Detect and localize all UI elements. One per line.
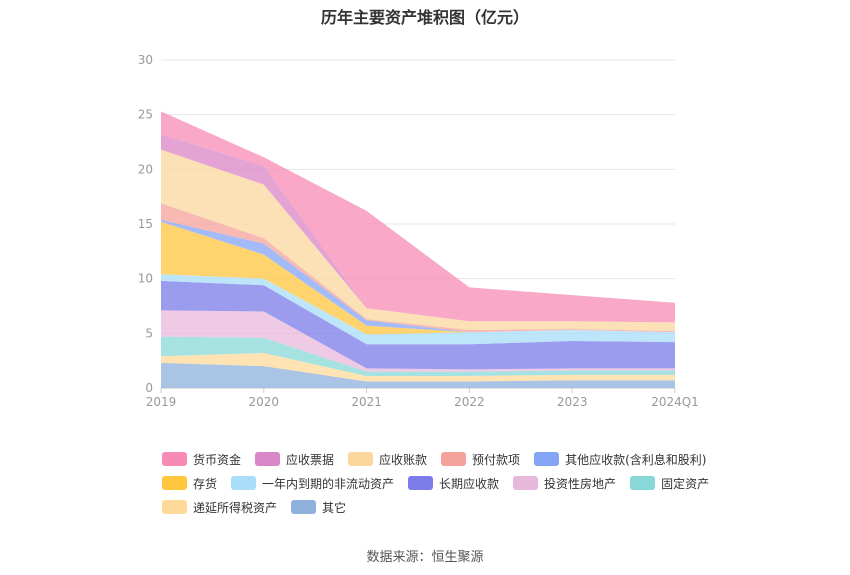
legend-swatch	[348, 452, 374, 466]
legend-row: 货币资金 应收票据 应收账款 预付款项 其他应收款(含利息和股利)	[162, 447, 722, 471]
legend-item[interactable]: 应收账款	[348, 451, 427, 468]
legend-label: 其他应收款(含利息和股利)	[565, 452, 707, 467]
y-tick-label: 30	[138, 53, 153, 67]
legend-label: 递延所得税资产	[193, 500, 278, 515]
legend-label: 预付款项	[472, 452, 521, 467]
legend-item[interactable]: 应收票据	[255, 451, 334, 468]
legend-swatch	[534, 452, 560, 466]
area-series[interactable]	[161, 310, 675, 372]
stacked-area-chart: 0 5 10 15 20 25 30 2019 2020 2021 2022 2023 2024Q1	[138, 53, 699, 409]
y-tick-label: 10	[138, 272, 153, 286]
legend-swatch	[162, 452, 187, 466]
legend-item[interactable]: 长期应收款	[408, 475, 499, 492]
area-series[interactable]	[161, 336, 675, 376]
legend-row: 递延所得税资产 其它	[162, 495, 722, 519]
x-tick-label: 2021	[351, 395, 382, 409]
area-series[interactable]	[161, 134, 675, 323]
legend-swatch	[231, 476, 257, 490]
legend-swatch	[162, 500, 187, 514]
chart-title: 历年主要资产堆积图（亿元）	[320, 8, 529, 27]
legend-item[interactable]: 其他应收款(含利息和股利)	[534, 451, 706, 468]
legend-swatch	[630, 476, 656, 490]
y-tick-label: 0	[145, 381, 153, 395]
x-tick-label: 2023	[557, 395, 588, 409]
legend-label: 长期应收款	[439, 476, 500, 491]
source-text: 数据来源：恒生聚源	[366, 550, 484, 565]
y-tick-label: 25	[138, 108, 153, 122]
legend-swatch	[408, 476, 434, 490]
legend-label: 应收票据	[286, 452, 335, 467]
legend-item[interactable]: 其它	[291, 499, 346, 516]
legend-label: 一年内到期的非流动资产	[262, 476, 395, 491]
legend-item[interactable]: 固定资产	[630, 475, 709, 492]
legend-swatch	[513, 476, 539, 490]
legend-swatch	[291, 500, 317, 514]
area-series[interactable]	[161, 221, 675, 335]
x-tick-label: 2020	[249, 395, 280, 409]
legend-swatch	[162, 476, 187, 490]
legend-swatch	[255, 452, 281, 466]
legend-item[interactable]: 存货	[162, 475, 217, 492]
legend-swatch	[441, 452, 467, 466]
legend-label: 固定资产	[661, 476, 710, 491]
legend-label: 存货	[193, 476, 218, 491]
x-tick-label: 2019	[146, 395, 177, 409]
area-series[interactable]	[161, 353, 675, 382]
x-tick-label: 2022	[454, 395, 485, 409]
x-tick-label: 2024Q1	[651, 395, 699, 409]
legend: 货币资金 应收票据 应收账款 预付款项 其他应收款(含利息和股利) 存货 一年内到期的非流动…	[162, 447, 722, 519]
area-series[interactable]	[161, 111, 675, 323]
area-series[interactable]	[161, 362, 675, 388]
legend-label: 货币资金	[193, 452, 242, 467]
legend-item[interactable]: 递延所得税资产	[162, 499, 277, 516]
legend-label: 投资性房地产	[544, 476, 617, 491]
legend-item[interactable]: 预付款项	[441, 451, 520, 468]
legend-item[interactable]: 货币资金	[162, 451, 241, 468]
legend-label: 应收账款	[379, 452, 428, 467]
area-series[interactable]	[161, 274, 675, 345]
area-layer	[161, 111, 675, 388]
legend-row: 存货 一年内到期的非流动资产 长期应收款 投资性房地产 固定资产	[162, 471, 722, 495]
y-tick-label: 20	[138, 162, 153, 176]
axis-layer: 0 5 10 15 20 25 30 2019 2020 2021 2022 2023 2024Q1	[138, 53, 699, 409]
area-series[interactable]	[161, 280, 675, 370]
y-tick-label: 15	[138, 217, 153, 231]
y-tick-label: 5	[145, 326, 153, 340]
legend-label: 其它	[322, 500, 347, 515]
legend-item[interactable]: 一年内到期的非流动资产	[231, 475, 394, 492]
legend-item[interactable]: 投资性房地产	[513, 475, 616, 492]
area-series[interactable]	[161, 149, 675, 332]
